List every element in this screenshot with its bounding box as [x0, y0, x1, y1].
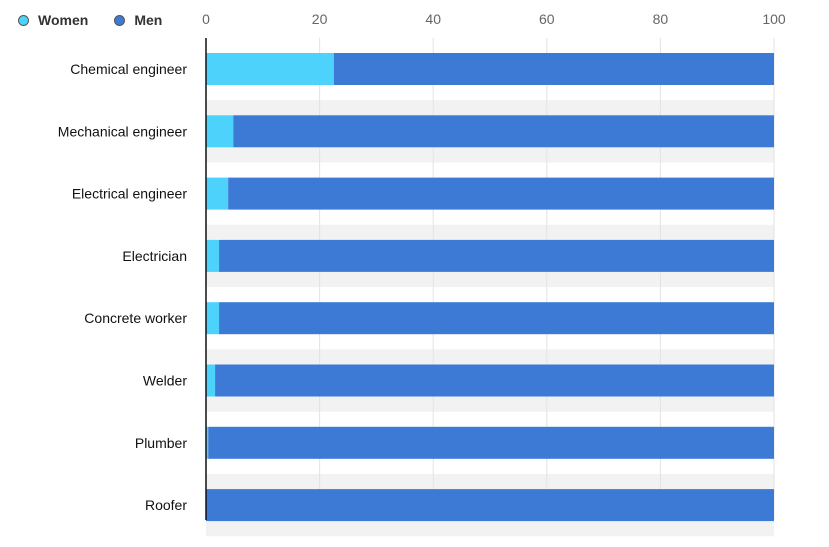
- legend: Women Men: [18, 12, 188, 28]
- bar-women: [206, 364, 216, 397]
- legend-marker-women: [18, 14, 29, 26]
- category-label: Mechanical engineer: [58, 123, 188, 139]
- bar-men: [206, 489, 774, 522]
- x-tick-label: 80: [653, 11, 669, 27]
- bar-men: [208, 426, 775, 459]
- x-tick-label: 0: [202, 11, 210, 27]
- category-label: Chemical engineer: [70, 61, 187, 77]
- bar-women: [206, 426, 209, 459]
- x-tick-label: 100: [762, 11, 786, 27]
- x-tick-label: 60: [539, 11, 555, 27]
- x-tick-label: 40: [425, 11, 441, 27]
- legend-label-men: Men: [134, 12, 163, 28]
- category-label: Electrical engineer: [72, 186, 188, 202]
- category-label: Roofer: [145, 497, 187, 513]
- bar-men: [215, 364, 774, 397]
- legend-item-women[interactable]: Women: [18, 12, 88, 28]
- category-label: Concrete worker: [84, 310, 187, 326]
- bar-women: [206, 53, 334, 85]
- bar-men: [333, 53, 774, 85]
- category-label: Electrician: [122, 248, 187, 264]
- bar-men: [233, 115, 774, 148]
- bar-women: [206, 239, 220, 272]
- legend-marker-men: [114, 14, 126, 26]
- x-tick-label: 20: [312, 11, 328, 27]
- bar-women: [206, 115, 234, 148]
- category-label: Plumber: [135, 435, 187, 451]
- legend-item-men[interactable]: Men: [114, 12, 162, 28]
- category-label: Welder: [143, 373, 187, 389]
- bar-women: [206, 302, 220, 335]
- bar-men: [219, 302, 775, 335]
- legend-label-women: Women: [38, 12, 89, 28]
- bar-men: [228, 177, 775, 210]
- bar-women: [206, 177, 229, 210]
- bar-men: [219, 239, 775, 272]
